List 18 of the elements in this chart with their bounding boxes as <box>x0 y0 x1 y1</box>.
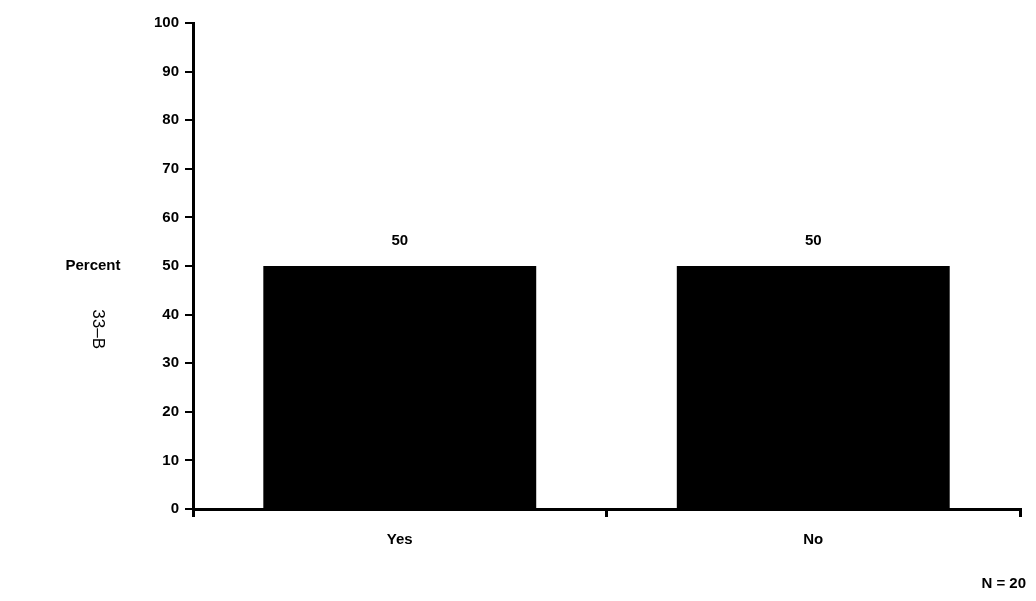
y-tick-label: 60 <box>162 207 180 225</box>
y-tick-label: 0 <box>170 499 180 517</box>
y-tick-label: 80 <box>162 110 180 128</box>
y-tick-label: 40 <box>162 304 180 322</box>
data-label: 50 <box>804 230 822 248</box>
y-tick-label: 50 <box>162 256 180 274</box>
y-axis-title: Percent <box>65 256 121 274</box>
y-tick-label: 30 <box>162 353 180 371</box>
y-tick-label: 90 <box>162 61 180 79</box>
y-tick-label: 70 <box>162 158 180 176</box>
text: 33–B <box>89 309 109 350</box>
data-label: 50 <box>391 230 409 248</box>
y-tick-label: 10 <box>162 450 180 468</box>
y-tick-label: 20 <box>162 401 180 419</box>
x-tick-label: No <box>803 530 824 548</box>
text: N = 20 <box>981 573 1026 591</box>
x-tick-label: Yes <box>386 530 413 548</box>
y-tick-label: 100 <box>154 13 180 31</box>
